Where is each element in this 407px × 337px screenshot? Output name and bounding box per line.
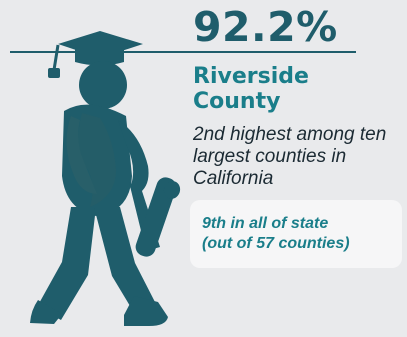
headline-rule bbox=[10, 51, 356, 53]
percentage-stat: 92.2% bbox=[193, 3, 338, 51]
state-rank-line-1: 9th in all of state bbox=[202, 215, 329, 232]
rank-description: 2nd highest among ten largest counties i… bbox=[193, 124, 387, 189]
state-rank-text: 9th in all of state (out of 57 counties) bbox=[202, 214, 398, 254]
county-name: Riverside County bbox=[193, 64, 309, 114]
state-rank-line-2: (out of 57 counties) bbox=[202, 235, 350, 252]
state-rank-box: 9th in all of state (out of 57 counties) bbox=[190, 200, 402, 268]
diploma-icon bbox=[129, 177, 181, 257]
graduation-cap-icon bbox=[48, 31, 143, 78]
